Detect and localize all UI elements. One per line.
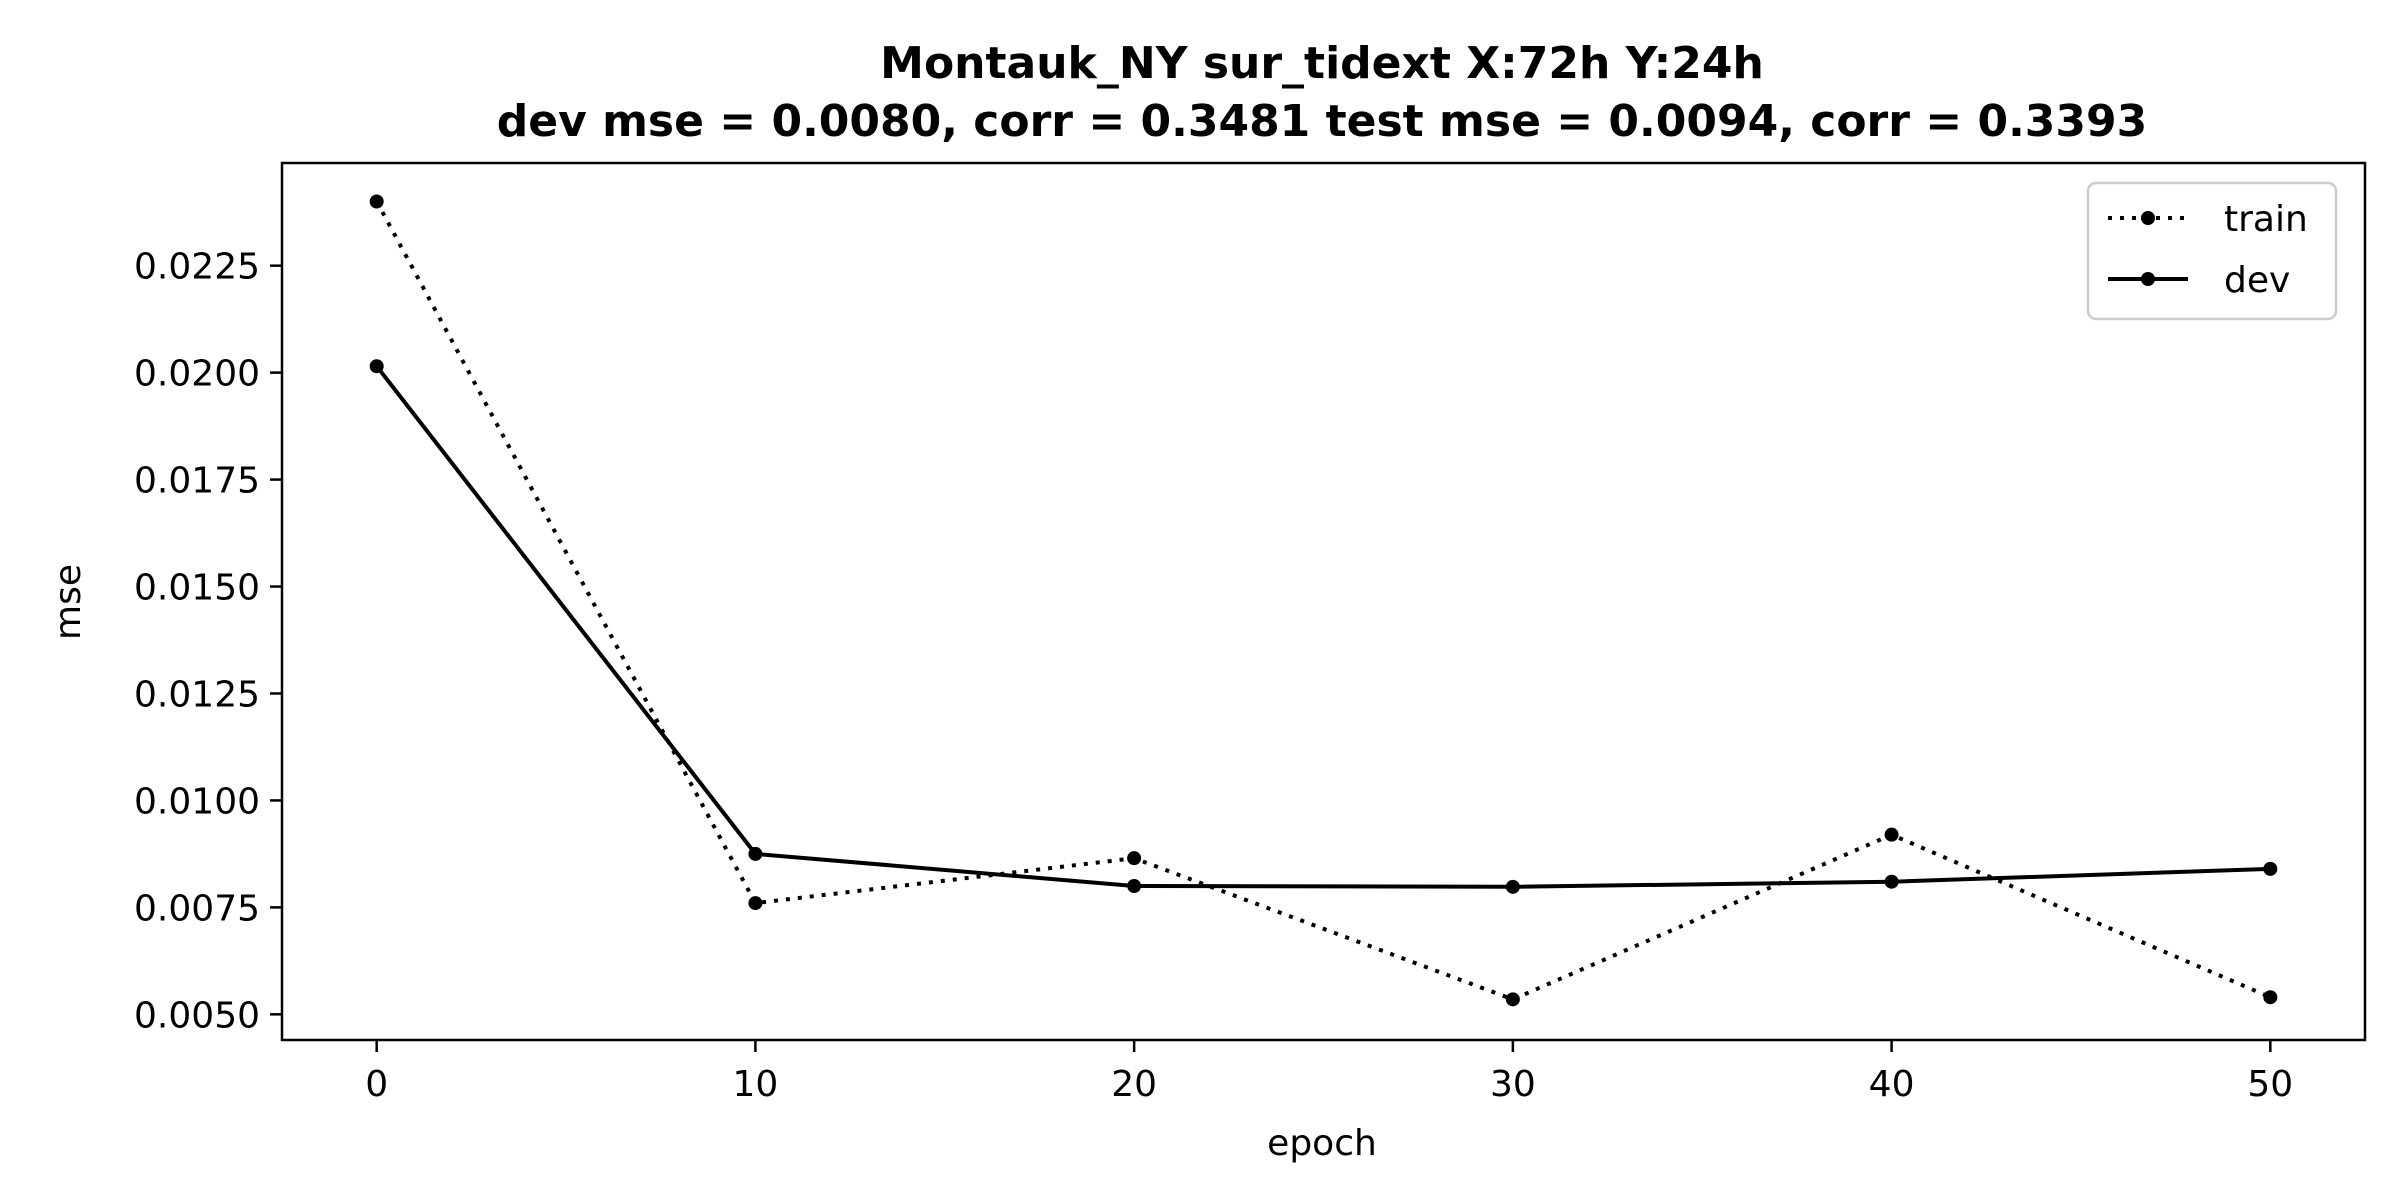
data-point-train bbox=[1505, 992, 1520, 1007]
series-line-train bbox=[374, 200, 2272, 1002]
y-axis-ticks: 0.0050 0.0075 0.0100 0.0125 0.0150 0.0175 0.02… bbox=[134, 247, 282, 1036]
data-point-dev bbox=[1127, 878, 1142, 893]
x-tick-label: 30 bbox=[1490, 1064, 1536, 1105]
series-layer bbox=[369, 194, 2278, 1007]
legend-dev-marker bbox=[2141, 272, 2155, 286]
y-tick-label: 0.0225 bbox=[134, 247, 260, 288]
y-tick-label: 0.0200 bbox=[134, 354, 260, 395]
legend-train-label: train bbox=[2224, 199, 2308, 240]
data-point-dev bbox=[2263, 861, 2278, 876]
y-tick-label: 0.0150 bbox=[134, 568, 260, 609]
data-point-train bbox=[2263, 990, 2278, 1005]
y-axis-label: mse bbox=[48, 564, 89, 640]
y-tick-label: 0.0100 bbox=[134, 781, 260, 822]
chart-title-line-2: dev mse = 0.0080, corr = 0.3481 test mse… bbox=[497, 96, 2148, 147]
data-point-train bbox=[369, 194, 384, 209]
data-point-dev bbox=[748, 846, 763, 861]
data-point-train bbox=[748, 896, 763, 911]
legend-dev-label: dev bbox=[2224, 260, 2290, 301]
data-point-dev bbox=[1884, 874, 1899, 889]
plot-frame bbox=[280, 161, 2367, 1042]
legend-train-marker bbox=[2141, 211, 2155, 225]
data-point-train bbox=[1884, 827, 1899, 842]
data-point-dev bbox=[369, 359, 384, 374]
x-tick-label: 10 bbox=[733, 1064, 779, 1105]
data-point-dev bbox=[1505, 879, 1520, 894]
y-tick-label: 0.0050 bbox=[134, 995, 260, 1036]
y-tick-label: 0.0175 bbox=[134, 461, 260, 502]
x-tick-label: 0 bbox=[365, 1064, 388, 1105]
chart-title-line-1: Montauk_NY sur_tidext X:72h Y:24h bbox=[880, 38, 1764, 89]
x-tick-label: 40 bbox=[1869, 1064, 1915, 1105]
series-line-dev bbox=[375, 364, 2271, 889]
y-tick-label: 0.0075 bbox=[134, 888, 260, 929]
y-tick-label: 0.0125 bbox=[134, 674, 260, 715]
x-tick-label: 50 bbox=[2247, 1064, 2293, 1105]
x-axis-ticks: 0 10 20 30 40 50 bbox=[365, 1040, 2293, 1105]
legend: train dev bbox=[2086, 181, 2338, 321]
data-point-train bbox=[1127, 851, 1142, 866]
x-axis-label: epoch bbox=[1267, 1123, 1377, 1164]
x-tick-label: 20 bbox=[1111, 1064, 1157, 1105]
